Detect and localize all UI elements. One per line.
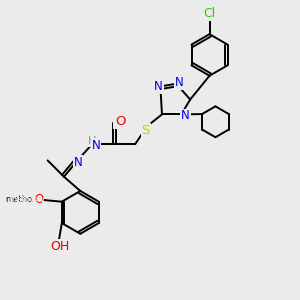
Text: methoxy: methoxy: [9, 195, 46, 204]
Text: N: N: [154, 80, 163, 93]
Text: N: N: [74, 156, 82, 169]
Text: H: H: [87, 136, 96, 146]
Text: O: O: [34, 193, 44, 206]
Text: S: S: [142, 124, 150, 137]
Text: OH: OH: [50, 240, 69, 253]
Text: S: S: [142, 124, 150, 136]
Text: N: N: [175, 76, 184, 89]
Text: N: N: [181, 109, 189, 122]
Text: O: O: [115, 115, 125, 128]
Text: O: O: [114, 115, 125, 128]
Text: OH: OH: [50, 240, 69, 253]
Text: N: N: [74, 155, 82, 168]
Text: N: N: [175, 76, 184, 89]
Text: N: N: [154, 80, 163, 93]
Text: Cl: Cl: [203, 7, 216, 20]
Text: N: N: [92, 139, 100, 152]
Text: Cl: Cl: [203, 7, 216, 20]
Text: H: H: [87, 136, 96, 146]
Text: N: N: [92, 139, 100, 152]
Text: O: O: [34, 193, 44, 206]
Text: methoxy: methoxy: [6, 195, 43, 204]
Text: N: N: [181, 109, 190, 122]
